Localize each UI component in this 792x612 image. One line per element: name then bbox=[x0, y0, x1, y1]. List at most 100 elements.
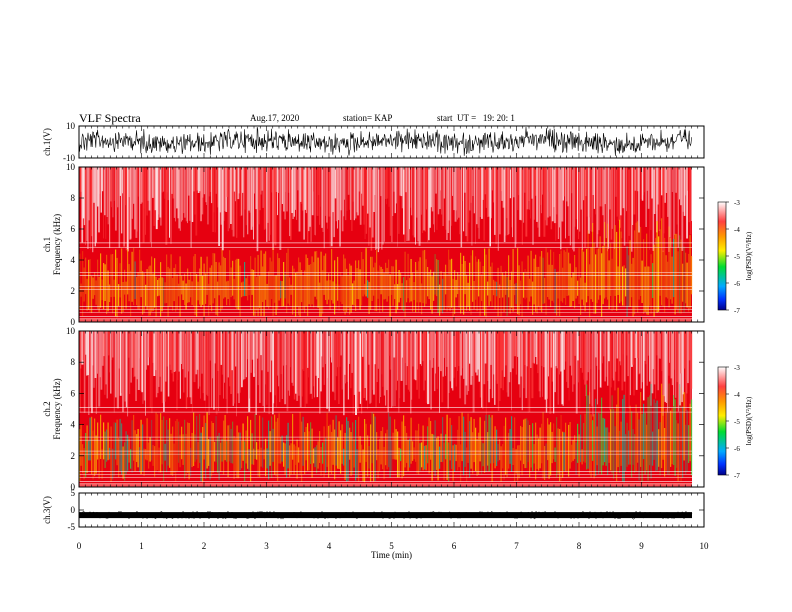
spectrogram-1-streak bbox=[274, 167, 277, 246]
spectrogram-1-streak bbox=[344, 167, 345, 200]
spectrogram-1-band bbox=[164, 282, 166, 304]
spectrogram-2-streak bbox=[616, 331, 619, 359]
spectrogram-2-band bbox=[344, 432, 346, 480]
spectrogram-2-band bbox=[563, 432, 565, 471]
spectrogram-2-band bbox=[181, 426, 183, 460]
spectrogram-1-streak bbox=[511, 167, 513, 228]
spectrogram-1-streak bbox=[167, 167, 169, 201]
spectrogram-1-streak bbox=[229, 167, 230, 229]
spectrogram-2-streak bbox=[608, 331, 610, 362]
spectrogram-2-band bbox=[398, 447, 400, 478]
spectrogram-2-band bbox=[286, 435, 288, 478]
y-tick-label: 2 bbox=[71, 451, 76, 461]
spectrogram-2-band bbox=[676, 420, 678, 468]
spectrogram-1-streak bbox=[592, 167, 594, 195]
spectrogram-1-streak bbox=[352, 167, 354, 202]
spectrogram-2-streak bbox=[347, 331, 349, 400]
spectrogram-2-streak bbox=[617, 331, 620, 382]
spectrogram-1-streak bbox=[361, 167, 363, 194]
spectrogram-2-band bbox=[617, 387, 619, 468]
spectrogram-1-band bbox=[457, 272, 459, 295]
spectrogram-2-streak bbox=[95, 331, 97, 414]
spectrogram-1-band bbox=[292, 265, 294, 315]
spectrogram-2-band bbox=[476, 438, 478, 476]
spectrogram-2-band bbox=[689, 403, 691, 462]
spectrogram-1-streak bbox=[261, 167, 264, 191]
spectrogram-2-band bbox=[368, 446, 370, 469]
station-label: station= KAP bbox=[343, 113, 393, 123]
spectrogram-1-band bbox=[131, 251, 133, 302]
spectrogram-1-band bbox=[551, 264, 553, 301]
spectrogram-2-streak bbox=[380, 331, 382, 397]
spectrogram-2-streak bbox=[621, 331, 624, 391]
spectrogram-1-band bbox=[499, 284, 501, 298]
spectrogram-2-band bbox=[431, 433, 433, 481]
spectrogram-1-streak bbox=[502, 167, 505, 208]
spectrogram-1-band bbox=[481, 274, 483, 301]
spectrogram-2-streak bbox=[463, 331, 465, 379]
spectrogram-1-band bbox=[658, 236, 660, 312]
spectrogram-1-streak bbox=[193, 167, 195, 192]
spectrogram-1-streak bbox=[531, 167, 534, 199]
spectrogram-1-band bbox=[266, 283, 268, 307]
spectrogram-2-band bbox=[91, 416, 93, 475]
spectrogram-2-band bbox=[341, 424, 343, 464]
spectrogram-1-streak bbox=[626, 167, 627, 212]
spectrogram-1-streak bbox=[148, 167, 151, 211]
spectrogram-2-streak bbox=[91, 331, 93, 414]
spectrogram-2-streak bbox=[339, 331, 341, 367]
spectrogram-1-band bbox=[656, 221, 658, 313]
spectrogram-1-band bbox=[557, 271, 559, 299]
colorbar-tick-label: -6 bbox=[734, 280, 740, 288]
spectrogram-2-band bbox=[644, 413, 646, 475]
spectrogram-2-streak bbox=[496, 331, 499, 384]
spectrogram-1-band bbox=[269, 257, 271, 307]
spectrogram-2-band bbox=[596, 426, 598, 466]
spectrogram-2-band bbox=[83, 448, 85, 480]
spectrogram-1-band bbox=[320, 251, 322, 317]
spectrogram-2-band bbox=[283, 442, 285, 467]
spectrogram-2-streak bbox=[275, 331, 278, 408]
spectrogram-2-streak bbox=[209, 331, 211, 361]
spectrogram-1-band bbox=[368, 281, 370, 314]
spectrogram-1-streak bbox=[563, 167, 565, 197]
spectrogram-1-band bbox=[119, 263, 121, 298]
spectrogram-1-band bbox=[503, 275, 505, 312]
spectrogram-2-band bbox=[80, 424, 82, 466]
spectrogram-2-streak bbox=[85, 331, 87, 355]
spectrogram-1-band bbox=[91, 276, 93, 313]
spectrogram-1-streak bbox=[448, 167, 450, 221]
spectrogram-2-band bbox=[562, 431, 564, 478]
spectrogram-2-band bbox=[415, 430, 417, 462]
spectrogram-2-streak bbox=[423, 331, 425, 391]
spectrogram-2-streak bbox=[622, 331, 624, 355]
spectrogram-2-streak bbox=[484, 331, 487, 364]
spectrogram-1-streak bbox=[484, 167, 487, 195]
spectrogram-1-band bbox=[80, 283, 82, 297]
spectrogram-2-streak bbox=[259, 331, 261, 403]
spectrogram-1-streak bbox=[514, 167, 517, 248]
spectrogram-1-band bbox=[562, 267, 564, 303]
spectrogram-2-band bbox=[92, 430, 94, 480]
spectrogram-2-band bbox=[505, 417, 507, 475]
spectrogram-2-streak bbox=[503, 331, 506, 377]
spectrogram-1-streak bbox=[205, 167, 207, 203]
spectrogram-2-streak bbox=[542, 331, 543, 397]
spectrogram-2-band bbox=[307, 423, 309, 471]
spectrogram-2-streak bbox=[493, 331, 495, 375]
spectrogram-1-streak bbox=[580, 167, 582, 210]
spectrogram-2-streak bbox=[465, 331, 468, 386]
spectrogram-1-streak bbox=[309, 167, 311, 227]
spectrogram-1-streak bbox=[142, 167, 145, 243]
spectrogram-2-streak bbox=[431, 331, 434, 368]
spectrogram-1-streak bbox=[347, 167, 350, 195]
spectrogram-2-band bbox=[496, 429, 498, 467]
spectrogram-1-band bbox=[277, 253, 279, 309]
spectrogram-2-streak bbox=[355, 331, 357, 415]
spectrogram-2-band bbox=[560, 415, 562, 481]
spectrogram-1-streak bbox=[485, 167, 487, 208]
spectrogram-2-streak bbox=[505, 331, 507, 366]
spectrogram-2-streak bbox=[268, 331, 270, 415]
spectrogram-2-streak bbox=[119, 331, 122, 396]
spectrogram-1-streak bbox=[562, 167, 564, 201]
